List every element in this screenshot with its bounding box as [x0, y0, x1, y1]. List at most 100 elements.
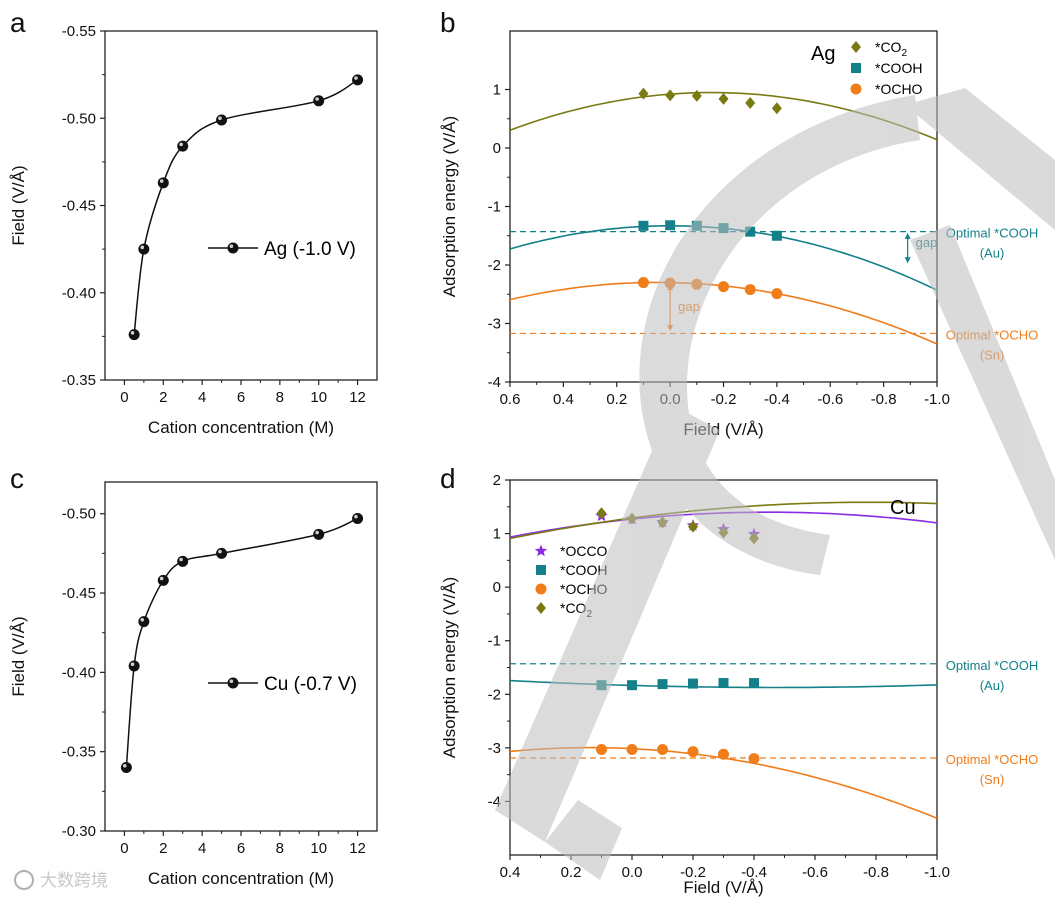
- reference-label: Optimal *COOH: [946, 226, 1038, 241]
- x-tick-label: -0.2: [680, 864, 706, 881]
- data-point: [596, 507, 607, 520]
- data-point: [352, 74, 364, 86]
- y-tick-label: -2: [488, 686, 501, 703]
- data-point: [627, 680, 637, 691]
- legend-marker: [227, 242, 239, 254]
- gap-arrowhead: [904, 257, 911, 264]
- data-point: [718, 92, 729, 105]
- y-tick-label: 2: [493, 472, 501, 489]
- legend-label: *OCCO: [560, 543, 608, 559]
- legend-label: *COOH: [560, 562, 607, 578]
- watermark-stroke: [910, 225, 1055, 560]
- reference-label-sub: (Au): [980, 246, 1005, 261]
- legend-marker: [227, 677, 239, 689]
- y-tick-label: -0.35: [62, 372, 96, 389]
- data-point-highlight: [130, 331, 135, 335]
- watermark-stroke: [495, 405, 720, 842]
- x-tick-label: -0.6: [802, 864, 828, 881]
- legend-marker: [850, 83, 862, 95]
- data-point-highlight: [130, 662, 135, 667]
- data-point-highlight: [218, 549, 222, 554]
- x-tick-label: -1.0: [924, 391, 950, 408]
- y-tick-label: -0.50: [62, 110, 96, 127]
- x-tick-label: -0.2: [711, 391, 737, 408]
- x-tick-label: 0: [120, 840, 128, 857]
- x-tick-label: 2: [159, 389, 167, 406]
- plot-frame: [104, 481, 378, 832]
- watermark-stroke: [905, 88, 1055, 230]
- data-point-highlight: [159, 576, 164, 581]
- y-tick-label: -2: [488, 257, 501, 274]
- x-tick-label: 0.4: [553, 391, 574, 408]
- x-tick-label: -0.4: [741, 864, 767, 881]
- legend-marker: [535, 583, 547, 595]
- x-tick-label: 0.2: [606, 391, 627, 408]
- data-point: [128, 329, 140, 341]
- reference-label-sub: (Au): [980, 678, 1005, 693]
- y-axis-label: Field (V/Å): [9, 165, 28, 245]
- legend-marker: [851, 63, 861, 73]
- data-point: [157, 177, 169, 189]
- x-axis-label: Cation concentration (M): [148, 418, 334, 437]
- watermark-stroke: [545, 800, 622, 880]
- legend-label: *OCHO: [875, 81, 923, 97]
- x-tick-label: 0.2: [561, 864, 582, 881]
- data-point: [744, 284, 756, 296]
- x-tick-label: 4: [198, 389, 206, 406]
- data-point: [718, 678, 729, 689]
- data-point: [718, 748, 729, 760]
- metal-label: Ag: [811, 43, 835, 65]
- reference-label-sub: (Sn): [980, 772, 1005, 787]
- data-point-highlight: [218, 116, 222, 120]
- panel-a: a 0 2 4 6 8 10 12 -0.35 -0.40 -0.45 -0.50 -0.55 Catio…: [9, 7, 378, 437]
- data-point: [745, 226, 756, 237]
- data-point: [771, 288, 783, 300]
- data-point-highlight: [354, 76, 358, 80]
- x-tick-label: 2: [159, 840, 167, 857]
- watermark-logo: 大数跨境: [14, 870, 108, 890]
- data-point-highlight: [122, 763, 127, 768]
- x-tick-label: 8: [276, 840, 284, 857]
- data-point: [688, 678, 698, 689]
- x-tick-label: 8: [276, 389, 284, 406]
- legend-marker: [536, 602, 546, 614]
- data-point: [157, 574, 169, 586]
- x-tick-label: -1.0: [924, 864, 950, 881]
- x-tick-label: 0.6: [500, 391, 521, 408]
- panel-letter-c: c: [10, 463, 24, 494]
- data-point-highlight: [179, 557, 183, 562]
- data-point: [665, 89, 676, 102]
- legend-label: Cu (-0.7 V): [264, 674, 357, 695]
- x-tick-label: -0.8: [871, 391, 897, 408]
- data-point: [691, 89, 702, 102]
- data-point: [687, 746, 699, 758]
- data-point: [216, 547, 228, 559]
- x-tick-label: 12: [349, 840, 366, 857]
- panel-letter-a: a: [10, 7, 26, 38]
- y-tick-label: -4: [488, 374, 501, 391]
- legend-marker-highlight: [229, 679, 234, 683]
- x-tick-label: 6: [237, 389, 245, 406]
- data-point-highlight: [315, 97, 319, 101]
- y-tick-label: -0.40: [62, 285, 96, 302]
- data-point-highlight: [140, 245, 145, 250]
- y-tick-label: -0.45: [62, 585, 96, 602]
- data-point: [657, 743, 668, 755]
- data-point: [771, 230, 782, 241]
- logo-icon: [14, 870, 34, 890]
- y-tick-label: 1: [493, 82, 501, 99]
- x-tick-label: -0.4: [764, 391, 790, 408]
- data-point: [120, 762, 132, 774]
- x-tick-label: 0: [120, 389, 128, 406]
- legend-label: *COOH: [875, 60, 922, 76]
- data-point: [313, 95, 325, 107]
- legend-label: Ag (-1.0 V): [264, 239, 356, 260]
- panel-letter-d: d: [440, 463, 456, 494]
- y-tick-label: -0.50: [62, 506, 96, 523]
- legend-marker: [534, 544, 548, 557]
- x-axis-label: Field (V/Å): [683, 878, 763, 897]
- data-point: [138, 243, 150, 255]
- y-tick-label: -3: [488, 740, 501, 757]
- y-axis-label: Field (V/Å): [9, 616, 28, 696]
- data-point: [771, 102, 782, 115]
